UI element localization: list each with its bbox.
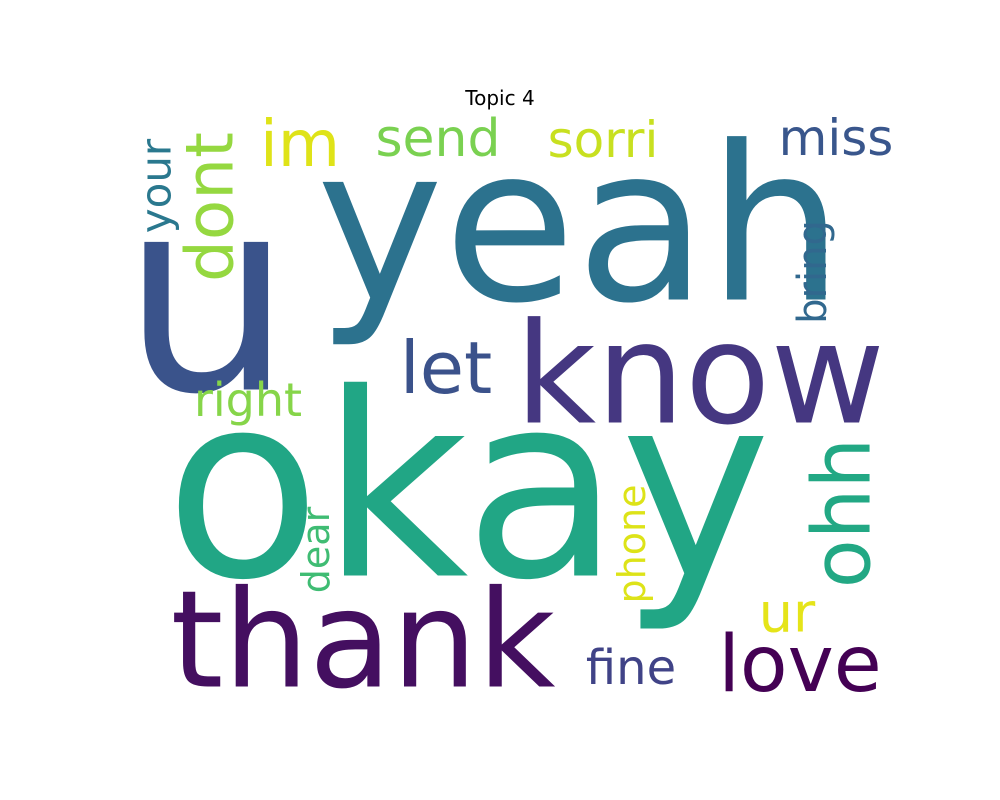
word-phone: phone (610, 485, 654, 604)
word-im: im (260, 108, 340, 182)
word-okay: okay (165, 340, 771, 637)
word-bring: bring (790, 220, 836, 324)
word-ur: ur (759, 582, 816, 645)
word-right: right (194, 373, 302, 427)
word-your: your (132, 138, 181, 233)
word-thank: thank (171, 562, 556, 719)
word-dont: dont (172, 132, 249, 282)
word-know: know (515, 294, 885, 457)
word-sorri: sorri (548, 111, 659, 169)
word-let: let (400, 326, 493, 410)
word-ohh: ohh (796, 438, 889, 588)
chart-title: Topic 4 (465, 86, 535, 110)
word-dear: dear (294, 506, 338, 593)
word-u: u (121, 139, 292, 454)
word-send: send (375, 109, 500, 169)
word-yeah: yeah (316, 100, 844, 351)
word-love: love (718, 620, 882, 710)
word-fine: fine (586, 640, 676, 696)
word-miss: miss (779, 109, 894, 167)
